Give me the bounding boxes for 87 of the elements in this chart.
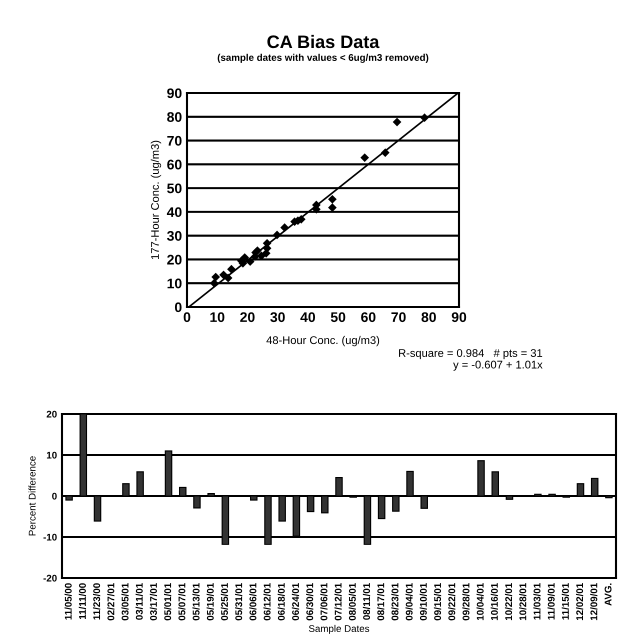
point xyxy=(210,279,218,288)
x-axis-title: Sample Dates xyxy=(308,624,370,634)
x-tick-label: 40 xyxy=(300,312,316,322)
x-tick-label: 09/22/01 xyxy=(448,583,456,620)
y-tick-label: 40 xyxy=(166,207,182,218)
x-tick-label: 20 xyxy=(240,312,255,322)
x-tick-label: 11/11/00 xyxy=(78,583,86,620)
x-tick-label: 30 xyxy=(270,312,285,322)
point xyxy=(280,224,289,232)
x-tick-label: 10/28/01 xyxy=(519,583,526,620)
x-tick-label: 07/06/01 xyxy=(320,583,328,620)
x-tick-label: 12/02/01 xyxy=(576,583,584,620)
x-tick-label: AVG. xyxy=(604,584,612,606)
x-tick-label: 08/23/01 xyxy=(391,583,399,620)
x-tick-label: 10 xyxy=(210,312,224,322)
x-tick-label: 10/04/01 xyxy=(476,583,484,620)
x-tick-label: 05/25/01 xyxy=(220,583,228,620)
x-tick-label: 07/12/01 xyxy=(334,583,342,620)
point xyxy=(328,204,336,212)
x-tick-label: 70 xyxy=(391,312,406,322)
x-tick-label: 03/11/01 xyxy=(136,583,143,620)
x-tick-label: 05/07/01 xyxy=(178,583,186,620)
x-tick-label: 90 xyxy=(452,312,466,322)
x-tick-label: 09/28/01 xyxy=(462,583,470,620)
x-tick-label: 05/31/01 xyxy=(235,583,242,620)
x-tick-label: 11/15/01 xyxy=(562,583,569,620)
x-tick-label: 05/01/01 xyxy=(164,583,172,620)
point xyxy=(420,114,429,122)
x-tick-label: 05/19/01 xyxy=(206,583,214,620)
x-tick-label: 03/05/01 xyxy=(121,583,129,620)
x-tick-label: 05/13/01 xyxy=(192,583,200,620)
y-tick-label: 80 xyxy=(167,112,182,122)
y-tick-label: 70 xyxy=(167,136,182,146)
y-tick-label: 30 xyxy=(167,231,182,241)
y-tick-label: 50 xyxy=(167,183,182,194)
x-tick-label: 09/15/01 xyxy=(434,583,442,620)
y-tick-label: 60 xyxy=(167,160,182,170)
point xyxy=(224,274,232,282)
x-tick-label: 06/12/01 xyxy=(263,583,271,620)
point xyxy=(273,230,282,239)
x-tick-label: 09/10/01 xyxy=(420,583,427,620)
point xyxy=(220,270,228,279)
y-tick-label: 90 xyxy=(167,88,182,98)
x-tick-label: 02/27/01 xyxy=(107,583,114,620)
point xyxy=(227,265,236,274)
x-tick-label: 50 xyxy=(330,312,346,322)
y-tick-label: -10 xyxy=(43,534,57,541)
x-tick-label: 60 xyxy=(361,312,376,322)
point xyxy=(393,118,402,126)
text: y = -0.607 + 1.01x xyxy=(453,360,543,371)
x-tick-label: 11/23/00 xyxy=(92,583,100,620)
point xyxy=(240,254,249,262)
x-tick-label: 06/06/01 xyxy=(249,583,256,620)
y-axis-title: 177-Hour Conc. (ug/m3) xyxy=(150,140,162,260)
y-axis-title: Percent Difference xyxy=(28,456,36,536)
x-tick-label: 10/22/01 xyxy=(504,583,512,620)
x-tick-label: 03/17/01 xyxy=(150,583,158,620)
point xyxy=(246,258,254,266)
y-tick-label: 0 xyxy=(52,492,57,500)
y-tick-label: 0 xyxy=(174,302,182,312)
y-tick-label: 20 xyxy=(167,254,182,265)
point xyxy=(360,154,369,162)
text: R-square = 0.984 # pts = 31 xyxy=(399,349,542,360)
x-tick-label: 10/16/01 xyxy=(490,583,498,620)
x-tick-label: 0 xyxy=(184,312,190,322)
y-tick-label: 10 xyxy=(168,278,182,288)
y-tick-label: 10 xyxy=(46,452,57,459)
x-tick-label: 11/05/00 xyxy=(64,583,72,620)
x-tick-label: 08/11/01 xyxy=(362,583,370,620)
y-tick-label: 20 xyxy=(46,410,57,418)
x-tick-label: 06/24/01 xyxy=(292,583,300,620)
x-tick-label: 08/17/01 xyxy=(377,583,384,620)
x-tick-label: 80 xyxy=(421,312,436,322)
x-axis-title: 48-Hour Conc. (ug/m3) xyxy=(266,336,380,346)
y-tick-label: -20 xyxy=(43,574,57,582)
x-tick-label: 09/04/01 xyxy=(405,583,413,620)
x-tick-label: 06/18/01 xyxy=(278,583,285,620)
chart-title: CA Bias Data xyxy=(267,34,380,48)
x-tick-label: 12/09/01 xyxy=(590,583,598,620)
point xyxy=(381,148,390,157)
x-tick-label: 08/05/01 xyxy=(348,583,356,620)
point xyxy=(212,273,220,282)
point xyxy=(328,195,336,204)
chart-subtitle: (sample dates with values < 6ug/m3 removed) xyxy=(218,54,428,63)
x-tick-label: 11/09/01 xyxy=(548,583,555,620)
x-tick-label: 11/03/01 xyxy=(533,583,541,620)
x-tick-label: 06/30/01 xyxy=(306,583,314,620)
